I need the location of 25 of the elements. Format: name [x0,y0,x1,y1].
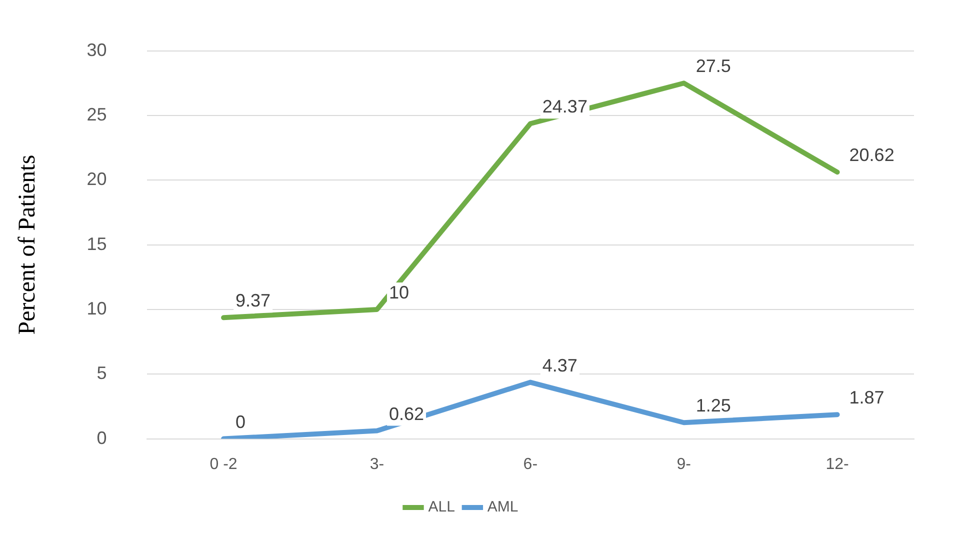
data-label: 27.5 [696,56,731,76]
data-label: 1.87 [849,388,884,408]
y-tick-label: 15 [86,234,107,254]
data-label: 20.62 [849,145,894,166]
data-label: 0.62 [388,404,424,424]
y-tick-label: 25 [86,104,107,124]
x-tick-label: 3- [370,456,384,473]
data-label: 0 [236,412,246,432]
data-label: 9.37 [236,290,271,311]
y-tick-label: 20 [86,169,107,190]
x-tick-label: 6- [523,456,538,473]
data-label: 10 [388,282,410,302]
x-tick-label: 9- [676,456,691,473]
legend-label: ALL [428,498,455,516]
legend-label: AML [487,498,518,516]
data-label: 1.25 [696,396,731,416]
data-label: 24.37 [542,96,588,117]
x-tick-label: 12- [826,456,849,473]
y-tick-label: 30 [86,40,107,60]
data-label: 4.37 [542,355,578,376]
y-tick-label: 5 [96,363,107,384]
y-axis-title: Percent of Patients [14,154,41,335]
y-tick-label: 0 [96,428,107,448]
y-tick-label: 10 [86,298,107,318]
x-tick-label: 0 -2 [210,456,238,473]
